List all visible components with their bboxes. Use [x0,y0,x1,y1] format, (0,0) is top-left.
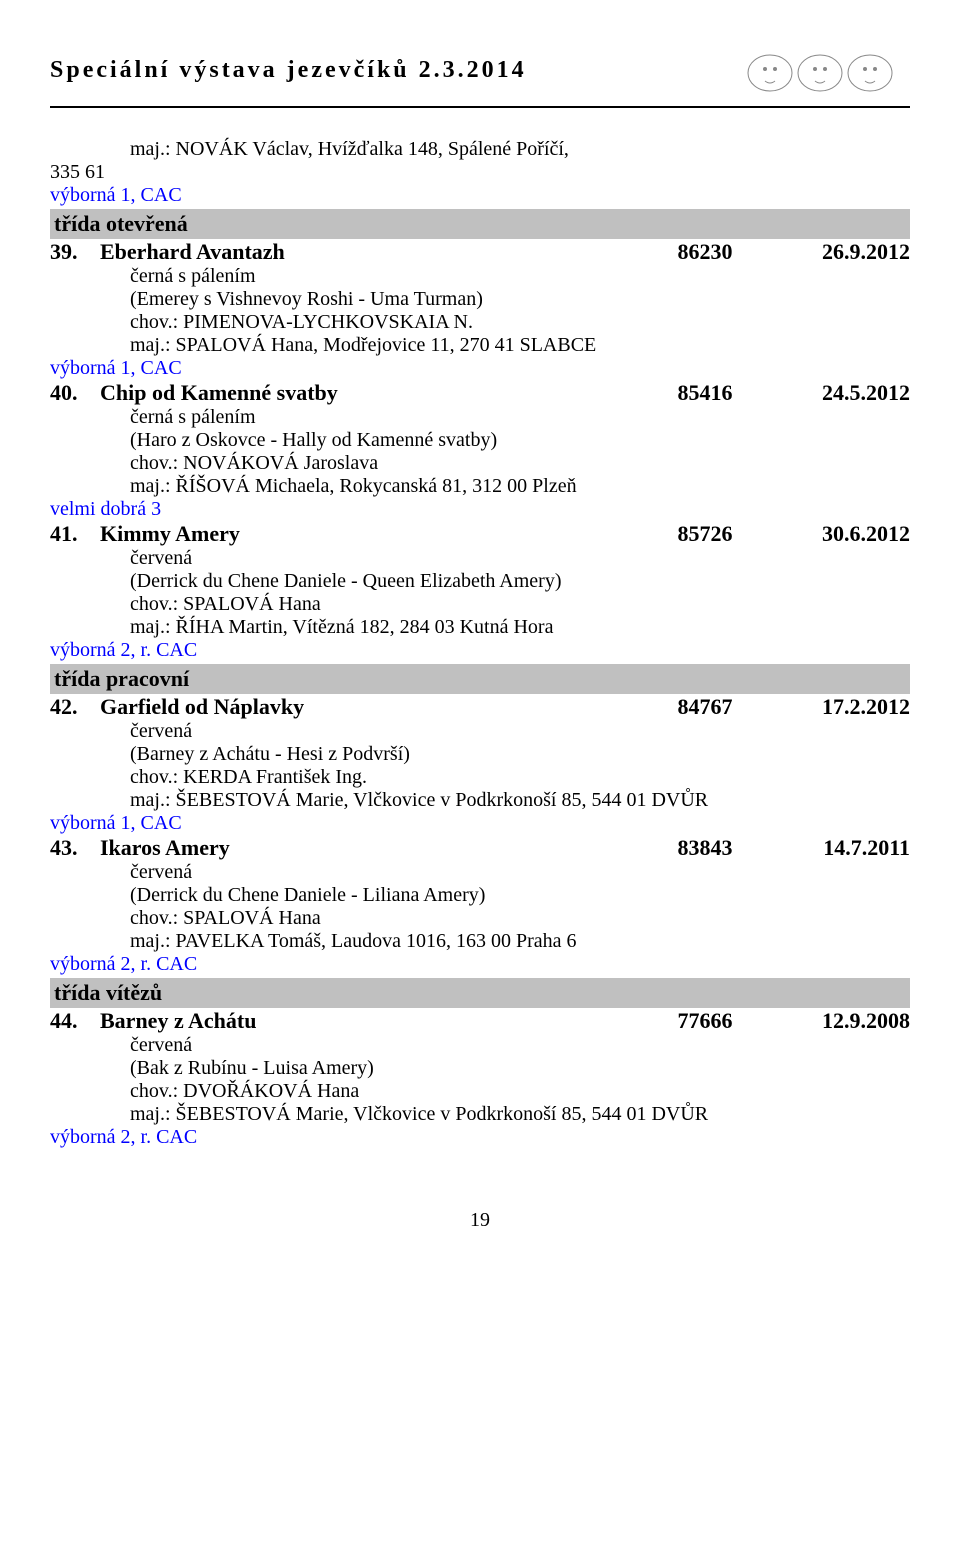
entry-breeder: chov.: SPALOVÁ Hana [130,907,910,930]
class-header: třída otevřená [50,209,910,239]
page-number: 19 [50,1209,910,1232]
class-header: třída vítězů [50,978,910,1008]
entry-result: výborná 2, r. CAC [50,639,910,662]
entry-breeder: chov.: PIMENOVA-LYCHKOVSKAIA N. [130,311,910,334]
entry-date: 14.7.2011 [770,835,910,861]
pre-entry-result: výborná 1, CAC [50,184,910,207]
entry-owner: maj.: ŘÍŠOVÁ Michaela, Rokycanská 81, 31… [130,475,910,498]
entry-date: 17.2.2012 [770,694,910,720]
entry-name: Barney z Achátu [100,1008,640,1034]
entry-parents: (Bak z Rubínu - Luisa Amery) [130,1057,910,1080]
entry-row: 39.Eberhard Avantazh8623026.9.2012 [50,239,910,265]
entry-color: černá s pálením [130,265,910,288]
entry-reg: 77666 [640,1008,770,1034]
entry-result: výborná 2, r. CAC [50,1126,910,1149]
entry-color: červená [130,861,910,884]
entry-result: výborná 2, r. CAC [50,953,910,976]
entry-date: 12.9.2008 [770,1008,910,1034]
entry-number: 39. [50,239,100,265]
entry-parents: (Emerey s Vishnevoy Roshi - Uma Turman) [130,288,910,311]
entry-color: červená [130,720,910,743]
entry-parents: (Derrick du Chene Daniele - Liliana Amer… [130,884,910,907]
entry-row: 40.Chip od Kamenné svatby8541624.5.2012 [50,380,910,406]
entry-reg: 83843 [640,835,770,861]
entry-owner: maj.: ŠEBESTOVÁ Marie, Vlčkovice v Podkr… [130,789,910,812]
entry-parents: (Barney z Achátu - Hesi z Podvrší) [130,743,910,766]
entry-reg: 85726 [640,521,770,547]
entry-result: výborná 1, CAC [50,357,910,380]
page-header: Speciální výstava jezevčíků 2.3.2014 [50,40,910,108]
entry-reg: 86230 [640,239,770,265]
entry-result: výborná 1, CAC [50,812,910,835]
class-header: třída pracovní [50,664,910,694]
sections-container: třída otevřená39.Eberhard Avantazh862302… [50,209,910,1149]
entry-owner: maj.: SPALOVÁ Hana, Modřejovice 11, 270 … [130,334,910,357]
entry-breeder: chov.: DVOŘÁKOVÁ Hana [130,1080,910,1103]
entry-result: velmi dobrá 3 [50,498,910,521]
entry-color: černá s pálením [130,406,910,429]
entry-parents: (Haro z Oskovce - Hally od Kamenné svatb… [130,429,910,452]
entry-number: 44. [50,1008,100,1034]
entry-number: 41. [50,521,100,547]
entry-name: Ikaros Amery [100,835,640,861]
entry-reg: 85416 [640,380,770,406]
entry-owner: maj.: ŠEBESTOVÁ Marie, Vlčkovice v Podkr… [130,1103,910,1126]
entry-reg: 84767 [640,694,770,720]
entry-owner: maj.: ŘÍHA Martin, Vítězná 182, 284 03 K… [130,616,910,639]
entry-number: 42. [50,694,100,720]
entry-color: červená [130,547,910,570]
entry-date: 26.9.2012 [770,239,910,265]
entry-breeder: chov.: NOVÁKOVÁ Jaroslava [130,452,910,475]
entry-row: 41.Kimmy Amery8572630.6.2012 [50,521,910,547]
entry-owner: maj.: PAVELKA Tomáš, Laudova 1016, 163 0… [130,930,910,953]
pre-entry-number: 335 61 [50,161,910,184]
entry-name: Garfield od Náplavky [100,694,640,720]
entry-name: Kimmy Amery [100,521,640,547]
entry-number: 43. [50,835,100,861]
entry-date: 24.5.2012 [770,380,910,406]
entry-parents: (Derrick du Chene Daniele - Queen Elizab… [130,570,910,593]
entry-date: 30.6.2012 [770,521,910,547]
entry-row: 43.Ikaros Amery8384314.7.2011 [50,835,910,861]
entry-color: červená [130,1034,910,1057]
entry-breeder: chov.: SPALOVÁ Hana [130,593,910,616]
pre-entry-owner: maj.: NOVÁK Václav, Hvížďalka 148, Spále… [130,138,910,161]
entry-row: 44.Barney z Achátu7766612.9.2008 [50,1008,910,1034]
header-logo [730,40,910,100]
entry-row: 42.Garfield od Náplavky8476717.2.2012 [50,694,910,720]
entry-breeder: chov.: KERDA František Ing. [130,766,910,789]
entry-name: Eberhard Avantazh [100,239,640,265]
entry-number: 40. [50,380,100,406]
header-title: Speciální výstava jezevčíků 2.3.2014 [50,57,527,84]
entry-name: Chip od Kamenné svatby [100,380,640,406]
